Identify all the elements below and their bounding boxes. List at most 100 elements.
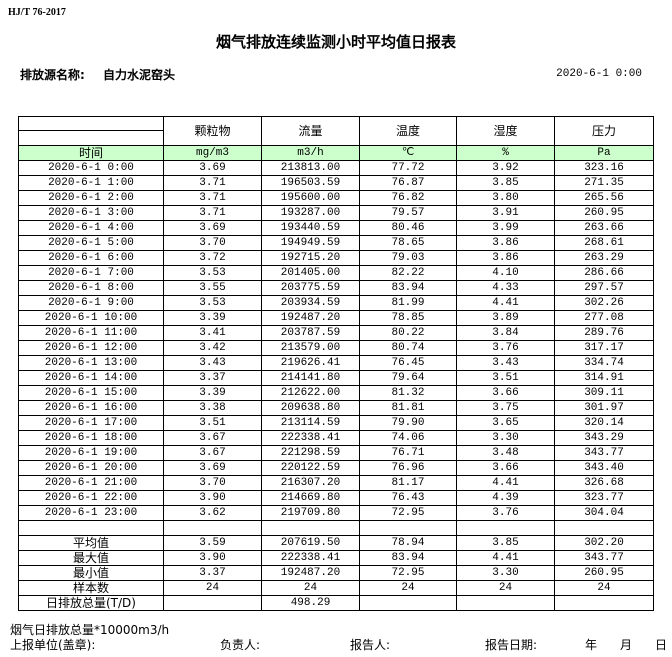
data-row: 2020-6-1 21:00 3.70 216307.20 81.17 4.41 326.… xyxy=(18,475,654,491)
row-label-cell: 2020-6-1 3:00 xyxy=(18,205,164,221)
blank-row xyxy=(18,520,654,536)
value-cell xyxy=(261,520,360,536)
summary-row: 平均值 3.59 207619.50 78.94 3.85 302.20 xyxy=(18,535,654,551)
report-datetime: 2020-6-1 0:00 xyxy=(556,68,642,80)
value-cell: 4.41 xyxy=(456,295,555,311)
value-cell: 213579.00 xyxy=(261,340,360,356)
value-cell: 3.53 xyxy=(163,265,262,281)
data-row: 2020-6-1 5:00 3.70 194949.59 78.65 3.86 268.6… xyxy=(18,235,654,251)
value-cell: 4.10 xyxy=(456,265,555,281)
row-label-cell: 最小值 xyxy=(18,565,164,581)
row-label-cell: 2020-6-1 8:00 xyxy=(18,280,164,296)
value-cell xyxy=(359,520,457,536)
value-cell: 193287.00 xyxy=(261,205,360,221)
value-cell: 3.71 xyxy=(163,190,262,206)
data-row: 2020-6-1 18:00 3.67 222338.41 74.06 3.30 343.… xyxy=(18,430,654,446)
unit-cell: ℃ xyxy=(359,145,457,161)
row-label-cell: 2020-6-1 2:00 xyxy=(18,190,164,206)
summary-row: 最小值 3.37 192487.20 72.95 3.30 260.95 xyxy=(18,565,654,581)
row-label-cell xyxy=(18,520,164,536)
value-cell: 4.39 xyxy=(456,490,555,506)
source-label: 排放源名称: xyxy=(20,68,85,82)
data-row: 2020-6-1 14:00 3.37 214141.80 79.64 3.51 314.… xyxy=(18,370,654,386)
row-label-cell: 2020-6-1 20:00 xyxy=(18,460,164,476)
row-label-cell: 2020-6-1 10:00 xyxy=(18,310,164,326)
value-cell: 260.95 xyxy=(554,205,654,221)
value-cell: 3.84 xyxy=(456,325,555,341)
value-cell: 3.66 xyxy=(456,460,555,476)
value-cell: 219709.80 xyxy=(261,505,360,521)
value-cell: 3.43 xyxy=(456,355,555,371)
row-label-cell: 2020-6-1 16:00 xyxy=(18,400,164,416)
value-cell: 334.74 xyxy=(554,355,654,371)
row-label-cell: 2020-6-1 12:00 xyxy=(18,340,164,356)
value-cell: 289.76 xyxy=(554,325,654,341)
value-cell: 81.81 xyxy=(359,400,457,416)
data-row: 2020-6-1 11:00 3.41 203787.59 80.22 3.84 289.… xyxy=(18,325,654,341)
value-cell: 309.11 xyxy=(554,385,654,401)
row-label-cell: 2020-6-1 14:00 xyxy=(18,370,164,386)
value-cell: 3.71 xyxy=(163,175,262,191)
time-header: 时间 xyxy=(18,145,164,161)
row-label-cell: 日排放总量(T/D) xyxy=(18,595,164,611)
value-cell: 207619.50 xyxy=(261,535,360,551)
value-cell: 81.99 xyxy=(359,295,457,311)
value-cell: 77.72 xyxy=(359,160,457,176)
value-cell: 3.85 xyxy=(456,535,555,551)
source-value: 自力水泥窑头 xyxy=(103,68,176,82)
row-label-cell: 2020-6-1 11:00 xyxy=(18,325,164,341)
row-label-cell: 2020-6-1 7:00 xyxy=(18,265,164,281)
data-row: 2020-6-1 8:00 3.55 203775.59 83.94 4.33 297.5… xyxy=(18,280,654,296)
unit-row: 时间 mg/m3 m3/h ℃ % Pa xyxy=(18,145,654,161)
data-row: 2020-6-1 0:00 3.69 213813.00 77.72 3.92 323.1… xyxy=(18,160,654,176)
value-cell: 76.45 xyxy=(359,355,457,371)
value-cell: 323.77 xyxy=(554,490,654,506)
value-cell: 3.39 xyxy=(163,385,262,401)
report-table: 颗粒物 流量 温度 湿度 压力 时间 mg/m3 m3/h ℃ % Pa 202… xyxy=(18,116,654,611)
value-cell: 3.37 xyxy=(163,370,262,386)
value-cell: 314.91 xyxy=(554,370,654,386)
value-cell: 81.17 xyxy=(359,475,457,491)
value-cell: 76.43 xyxy=(359,490,457,506)
value-cell: 194949.59 xyxy=(261,235,360,251)
value-cell: 320.14 xyxy=(554,415,654,431)
value-cell: 78.94 xyxy=(359,535,457,551)
value-cell: 82.22 xyxy=(359,265,457,281)
value-cell: 193440.59 xyxy=(261,220,360,236)
value-cell: 24 xyxy=(163,580,262,596)
header-cell: 压力 xyxy=(554,116,654,146)
value-cell: 297.57 xyxy=(554,280,654,296)
value-cell: 24 xyxy=(261,580,360,596)
data-row: 2020-6-1 1:00 3.71 196503.59 76.87 3.85 271.3… xyxy=(18,175,654,191)
data-row: 2020-6-1 9:00 3.53 203934.59 81.99 4.41 302.2… xyxy=(18,295,654,311)
data-row: 2020-6-1 10:00 3.39 192487.20 78.85 3.89 277.… xyxy=(18,310,654,326)
corner-cell xyxy=(18,116,164,146)
year-label: 年 xyxy=(585,638,598,652)
row-label-cell: 平均值 xyxy=(18,535,164,551)
value-cell: 192715.20 xyxy=(261,250,360,266)
value-cell: 4.41 xyxy=(456,550,555,566)
value-cell: 302.26 xyxy=(554,295,654,311)
month-label: 月 xyxy=(620,638,633,652)
value-cell: 3.90 xyxy=(163,550,262,566)
value-cell: 214141.80 xyxy=(261,370,360,386)
value-cell: 3.51 xyxy=(456,370,555,386)
value-cell xyxy=(163,595,262,611)
value-cell: 203934.59 xyxy=(261,295,360,311)
value-cell xyxy=(359,595,457,611)
value-cell: 3.76 xyxy=(456,340,555,356)
value-cell: 76.82 xyxy=(359,190,457,206)
row-label-cell: 2020-6-1 9:00 xyxy=(18,295,164,311)
value-cell: 3.30 xyxy=(456,565,555,581)
value-cell: 323.16 xyxy=(554,160,654,176)
value-cell: 286.66 xyxy=(554,265,654,281)
value-cell: 3.75 xyxy=(456,400,555,416)
value-cell: 4.41 xyxy=(456,475,555,491)
value-cell: 83.94 xyxy=(359,550,457,566)
value-cell: 81.32 xyxy=(359,385,457,401)
report-date-label: 报告日期: xyxy=(485,638,538,652)
value-cell: 3.70 xyxy=(163,235,262,251)
data-row: 2020-6-1 22:00 3.90 214669.80 76.43 4.39 323.… xyxy=(18,490,654,506)
data-row: 2020-6-1 12:00 3.42 213579.00 80.74 3.76 317.… xyxy=(18,340,654,356)
value-cell: 3.99 xyxy=(456,220,555,236)
